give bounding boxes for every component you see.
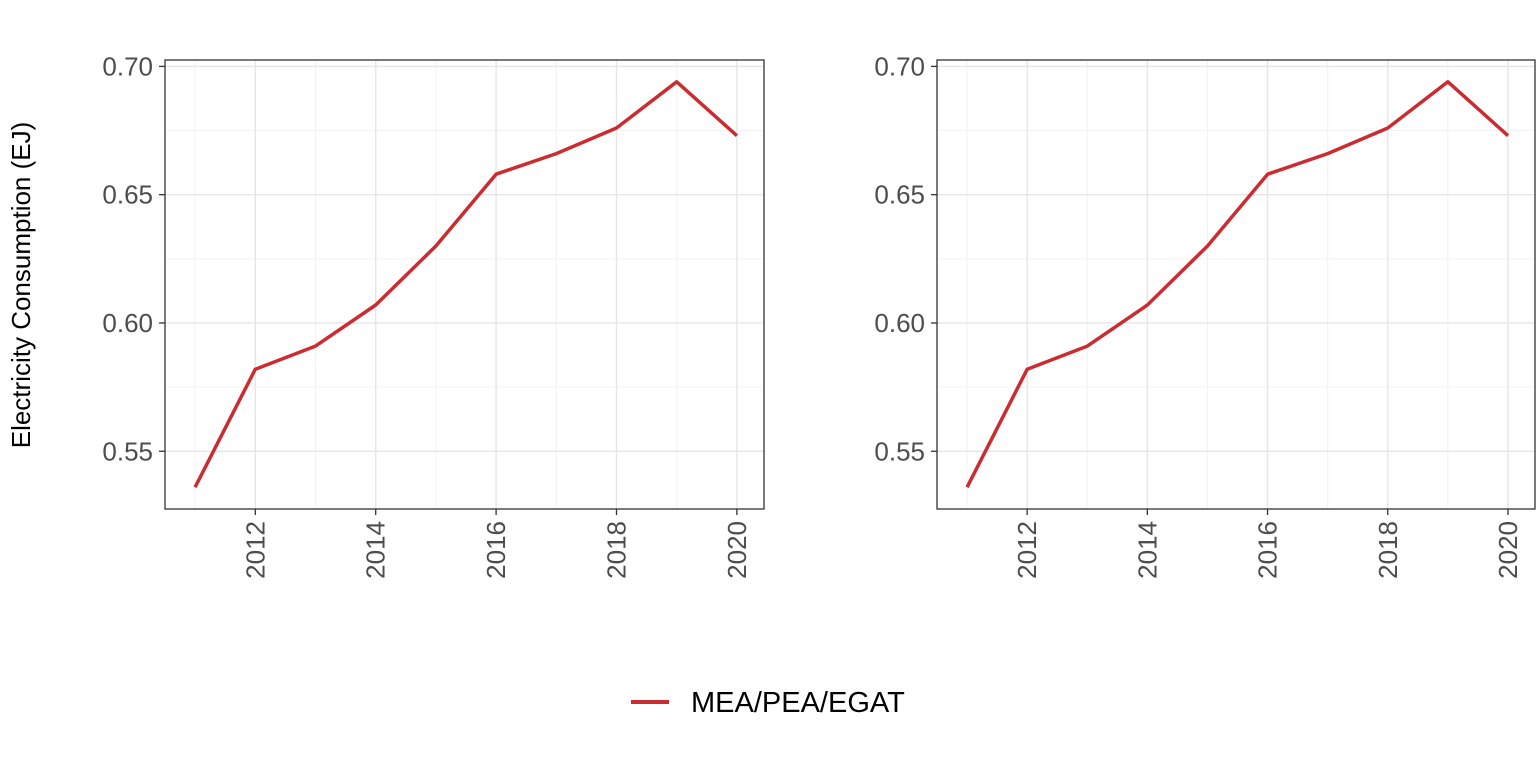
legend: MEA/PEA/EGAT	[631, 687, 905, 719]
panel-background	[165, 60, 764, 509]
x-tick-label: 2020	[722, 521, 752, 579]
x-tick-label: 2014	[361, 521, 391, 579]
y-axis-title: Electricity Consumption (EJ)	[6, 122, 36, 449]
panel-border	[164, 59, 765, 510]
y-tick-label: 0.60	[874, 308, 925, 338]
x-tick-label: 2014	[1132, 521, 1162, 579]
y-tick-label: 0.70	[102, 51, 153, 81]
x-tick-label: 2018	[1373, 521, 1403, 579]
panel-1: 0.55 0.60 0.65 0.70 2012 2014 2016 2018 2020	[102, 51, 765, 579]
x-tick-label: 2018	[602, 521, 632, 579]
x-tick-label: 2012	[240, 521, 270, 579]
y-tick-label: 0.55	[102, 436, 153, 466]
x-tick-label: 2020	[1493, 521, 1523, 579]
panel-2: 0.55 0.60 0.65 0.70 2012 2014 2016 2018 2020	[874, 51, 1536, 579]
legend-label: MEA/PEA/EGAT	[691, 687, 905, 719]
x-tick-label: 2012	[1012, 521, 1042, 579]
y-tick-label: 0.65	[102, 180, 153, 210]
panel-border	[936, 59, 1536, 510]
y-tick-label: 0.60	[102, 308, 153, 338]
y-tick-label: 0.70	[874, 51, 925, 81]
series-line	[965, 80, 1510, 488]
y-tick-label: 0.65	[874, 180, 925, 210]
y-tick-label: 0.55	[874, 436, 925, 466]
x-tick-label: 2016	[1253, 521, 1283, 579]
panel-background	[937, 60, 1535, 509]
x-tick-label: 2016	[481, 521, 511, 579]
series-line	[193, 80, 739, 488]
